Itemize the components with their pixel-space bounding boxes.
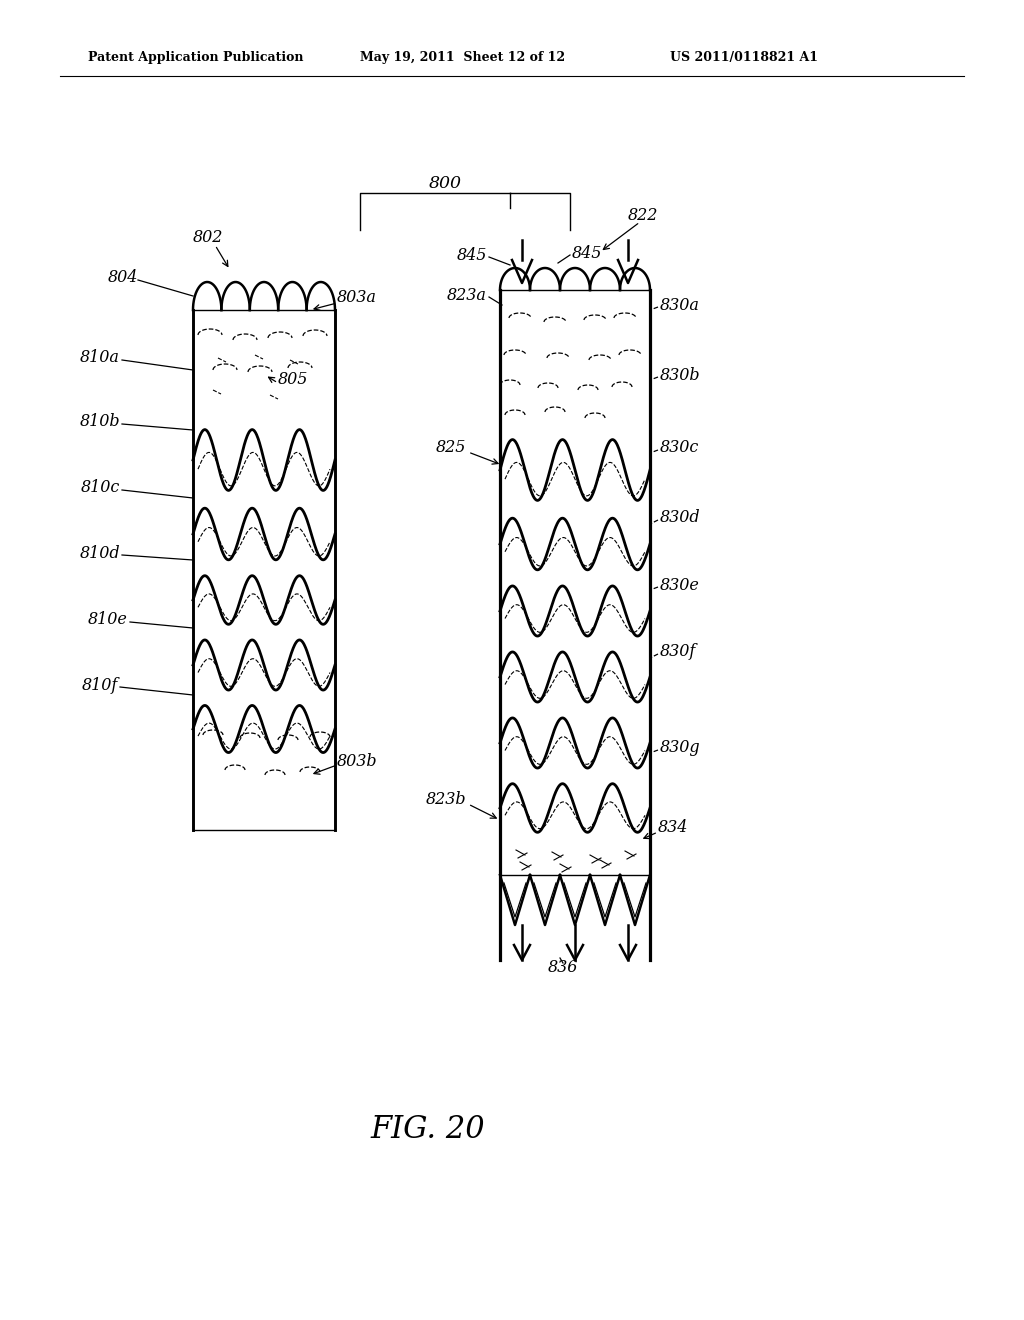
Text: May 19, 2011  Sheet 12 of 12: May 19, 2011 Sheet 12 of 12 [360, 51, 565, 65]
Text: FIG. 20: FIG. 20 [370, 1114, 484, 1146]
Text: 823b: 823b [425, 792, 466, 808]
Text: 810c: 810c [81, 479, 120, 496]
Text: 830e: 830e [660, 577, 699, 594]
Text: 822: 822 [628, 206, 658, 223]
Text: 810f: 810f [82, 676, 118, 693]
Text: 830f: 830f [660, 644, 696, 660]
Text: 845: 845 [572, 244, 602, 261]
Text: 803a: 803a [337, 289, 377, 306]
Text: 830c: 830c [660, 440, 699, 457]
Text: 830b: 830b [660, 367, 700, 384]
Text: 830a: 830a [660, 297, 699, 314]
Text: 845: 845 [457, 247, 487, 264]
Text: 802: 802 [193, 230, 223, 247]
Text: 805: 805 [278, 371, 308, 388]
Text: Patent Application Publication: Patent Application Publication [88, 51, 303, 65]
Text: 803b: 803b [337, 754, 378, 771]
Text: 825: 825 [435, 440, 466, 457]
Text: 810e: 810e [88, 611, 128, 628]
Text: 834: 834 [658, 820, 688, 837]
Text: 830d: 830d [660, 510, 700, 527]
Text: 810a: 810a [80, 350, 120, 367]
Text: 810b: 810b [80, 413, 120, 430]
Text: US 2011/0118821 A1: US 2011/0118821 A1 [670, 51, 818, 65]
Text: 836: 836 [548, 960, 579, 977]
Text: 800: 800 [428, 174, 462, 191]
Text: 804: 804 [108, 269, 138, 286]
Text: 830g: 830g [660, 739, 700, 756]
Text: 823a: 823a [447, 286, 487, 304]
Text: 810d: 810d [80, 544, 120, 561]
